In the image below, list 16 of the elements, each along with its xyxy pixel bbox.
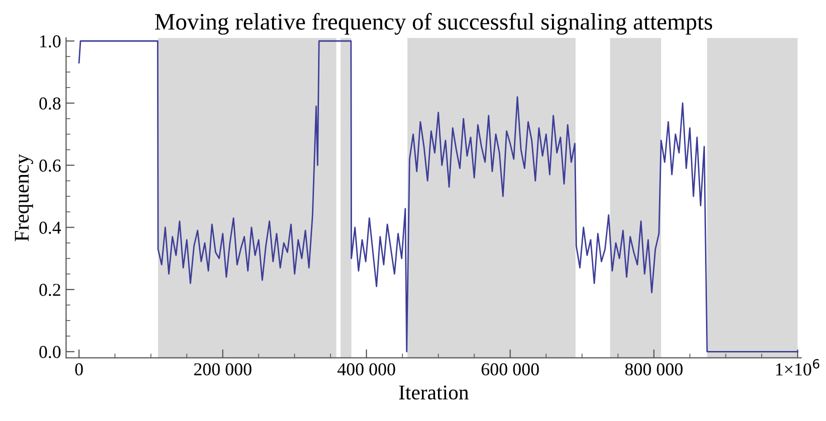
y-tick-label: 0.2 bbox=[39, 284, 60, 296]
y-axis-title: Frequency bbox=[14, 154, 34, 242]
y-tick-label: 0.0 bbox=[39, 346, 61, 358]
y-tick-label: 1.0 bbox=[40, 35, 61, 48]
x-tick-label: 400 000 bbox=[337, 363, 396, 376]
x-tick-label: 0 bbox=[75, 363, 83, 376]
y-tick-label: 0.6 bbox=[39, 160, 61, 172]
x-tick-label: 800 000 bbox=[625, 363, 683, 376]
x-axis-title: Iteration bbox=[399, 386, 469, 400]
line-series bbox=[78, 40, 798, 352]
x-tick-label: 1×10$^{6}$ bbox=[776, 359, 820, 376]
chart-title: Moving relative frequency of successful signaling attempts bbox=[155, 12, 712, 35]
x-tick-label: 200 000 bbox=[194, 363, 252, 376]
x-tick-label: 600 000 bbox=[482, 363, 539, 376]
y-tick-label: 0.4 bbox=[39, 222, 61, 234]
y-tick-label: 0.8 bbox=[39, 97, 61, 110]
